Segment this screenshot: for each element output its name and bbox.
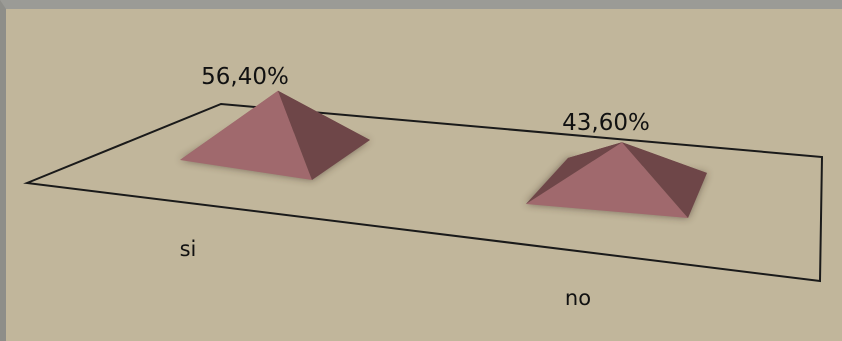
pyramid-face-front xyxy=(526,142,688,218)
data-label-si: 56,40% xyxy=(201,64,289,90)
pyramid-face-front xyxy=(180,90,312,180)
data-label-no: 43,60% xyxy=(562,110,650,136)
pyramid-face-side xyxy=(622,142,707,218)
pyramid-si xyxy=(180,90,370,180)
category-label-no: no xyxy=(565,286,591,310)
pyramid-face-side xyxy=(278,90,370,180)
category-label-si: si xyxy=(180,237,197,261)
pyramid-no xyxy=(526,142,707,218)
chart-floor xyxy=(23,102,824,283)
pyramid-face-left-shade xyxy=(526,142,622,204)
